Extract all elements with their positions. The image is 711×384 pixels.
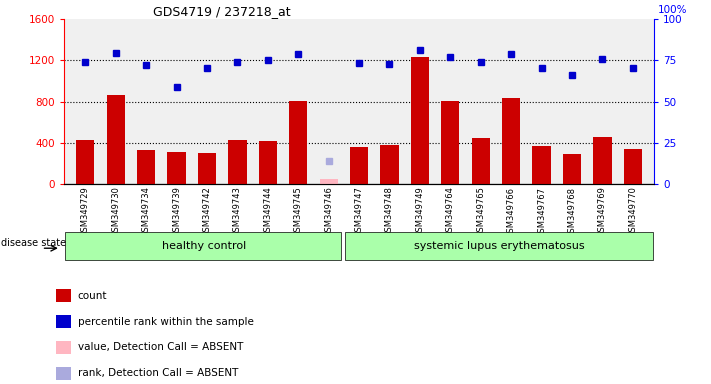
Text: GSM349729: GSM349729 [81,187,90,237]
Text: GSM349746: GSM349746 [324,187,333,237]
Bar [56,367,71,380]
Bar [198,153,216,184]
Bar [533,146,551,184]
Bar [593,137,611,184]
Text: systemic lupus erythematosus: systemic lupus erythematosus [414,241,584,251]
Bar [471,138,490,184]
Bar [56,315,71,328]
Text: GSM349767: GSM349767 [537,187,546,238]
Bar [502,98,520,184]
Bar [624,149,642,184]
Text: GSM349769: GSM349769 [598,187,607,237]
Bar [442,101,459,184]
Bar [76,140,95,184]
Text: GSM349749: GSM349749 [415,187,424,237]
Bar [350,147,368,184]
Text: count: count [77,291,107,301]
Bar [411,57,429,184]
Text: GSM349744: GSM349744 [263,187,272,237]
Bar [345,232,653,260]
Text: GSM349764: GSM349764 [446,187,455,237]
Text: GSM349770: GSM349770 [629,187,637,237]
Text: GSM349742: GSM349742 [203,187,211,237]
Bar [107,94,125,184]
Text: value, Detection Call = ABSENT: value, Detection Call = ABSENT [77,343,243,353]
Text: healthy control: healthy control [161,241,246,251]
Bar [56,341,71,354]
Bar [137,150,155,184]
Text: percentile rank within the sample: percentile rank within the sample [77,317,254,327]
Text: GSM349765: GSM349765 [476,187,485,237]
Bar [289,101,307,184]
Text: GSM349734: GSM349734 [141,187,151,237]
Text: disease state: disease state [1,238,66,248]
Bar [167,152,186,184]
Bar [319,179,338,184]
Text: GSM349748: GSM349748 [385,187,394,237]
Text: GSM349766: GSM349766 [507,187,515,238]
Bar [563,154,581,184]
Bar [228,140,247,184]
Bar [259,141,277,184]
Text: GDS4719 / 237218_at: GDS4719 / 237218_at [152,5,290,18]
Text: rank, Detection Call = ABSENT: rank, Detection Call = ABSENT [77,368,238,378]
Text: GSM349745: GSM349745 [294,187,303,237]
Text: GSM349747: GSM349747 [355,187,363,237]
Text: GSM349768: GSM349768 [567,187,577,238]
Text: GSM349730: GSM349730 [111,187,120,237]
Text: GSM349743: GSM349743 [233,187,242,237]
Bar [56,290,71,302]
Bar [65,232,341,260]
Text: GSM349739: GSM349739 [172,187,181,237]
Text: 100%: 100% [658,5,687,15]
Bar [380,145,399,184]
